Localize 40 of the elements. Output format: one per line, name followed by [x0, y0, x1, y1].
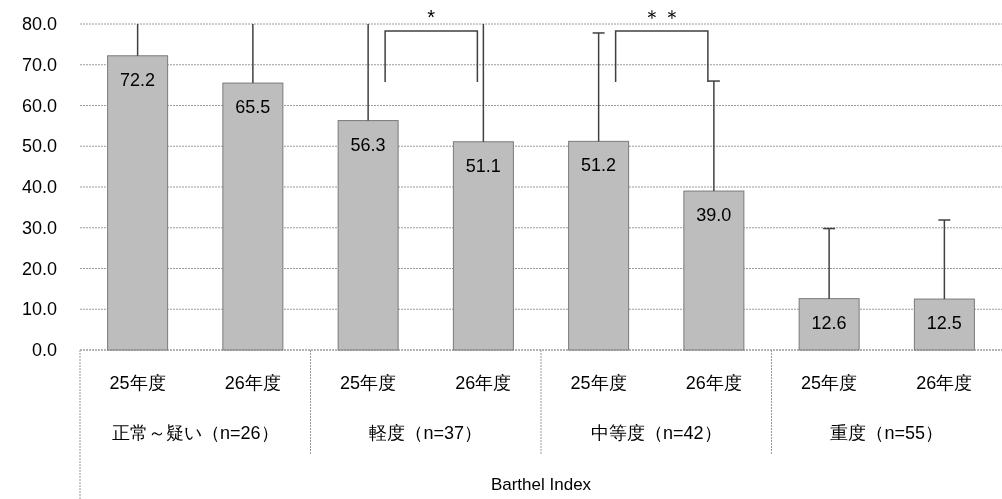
bar	[568, 140, 630, 351]
x-tick-label: 25年度	[109, 373, 166, 393]
x-tick-label: 25年度	[801, 373, 858, 393]
text: 中等度（n=42）	[590, 423, 722, 443]
text: 軽度（n=37）	[369, 423, 483, 443]
data-label: 56.3	[350, 134, 386, 155]
data-label: 65.5	[235, 97, 271, 118]
data-label: 72.2	[120, 69, 156, 90]
x-axis-title: Barthel Index	[490, 475, 592, 494]
text: 重度（n=55）	[830, 423, 944, 443]
data-label: 51.2	[581, 155, 617, 176]
bar	[683, 190, 745, 351]
bar	[337, 120, 399, 351]
x-tick-label: 26年度	[224, 373, 281, 393]
annotation: *	[427, 6, 436, 28]
y-tick-label: 20.0	[21, 258, 57, 279]
annotation: ＊＊	[641, 6, 682, 28]
x-tick-label: 25年度	[340, 373, 397, 393]
x-tick-label: 26年度	[455, 373, 512, 393]
y-tick-label: 70.0	[21, 54, 57, 75]
bar	[107, 55, 169, 351]
y-tick-label: 50.0	[21, 136, 57, 157]
x-tick-label: 25年度	[570, 373, 627, 393]
bar	[913, 298, 975, 351]
data-label: 39.0	[696, 205, 732, 226]
x-tick-label: 26年度	[685, 373, 742, 393]
bar	[452, 141, 514, 351]
data-label: 12.5	[926, 313, 962, 334]
y-tick-label: 0.0	[31, 340, 57, 360]
bar	[222, 82, 284, 351]
text: 正常～疑い（n=26）	[111, 423, 279, 443]
y-tick-label: 30.0	[21, 217, 57, 238]
y-tick-label: 40.0	[21, 177, 57, 197]
bar	[798, 298, 860, 351]
data-label: 12.6	[811, 312, 847, 333]
x-tick-label: 26年度	[916, 373, 973, 393]
y-tick-label: 80.0	[21, 14, 57, 34]
data-label: 51.1	[465, 155, 501, 176]
y-tick-label: 60.0	[21, 95, 57, 116]
y-tick-label: 10.0	[21, 299, 57, 320]
